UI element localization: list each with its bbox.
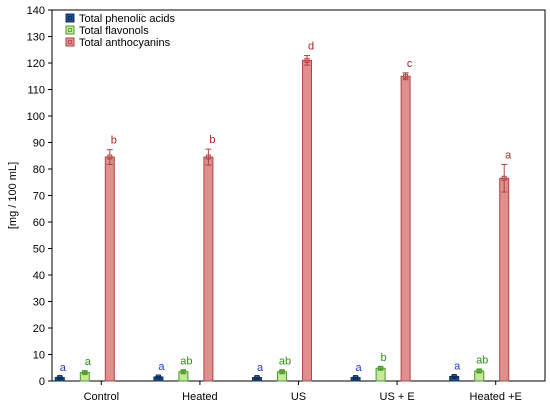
significance-letter: a	[60, 362, 67, 374]
x-tick-label: US + E	[380, 391, 415, 403]
mean-marker	[82, 370, 88, 376]
bar-anthocyanins	[302, 59, 312, 382]
mean-marker	[451, 373, 457, 379]
significance-letter: ab	[476, 355, 488, 367]
legend-swatch	[65, 37, 75, 47]
y-tick-label: 40	[33, 270, 45, 282]
mean-marker	[205, 154, 211, 160]
y-tick-label: 140	[27, 5, 45, 17]
mean-marker	[476, 368, 482, 374]
plot-frame	[51, 9, 546, 382]
significance-letter: a	[257, 362, 264, 374]
mean-marker	[279, 369, 285, 375]
mean-marker	[304, 57, 310, 63]
bar-anthocyanins	[104, 156, 115, 382]
y-tick-label: 110	[27, 85, 45, 97]
mean-marker	[180, 369, 186, 375]
y-tick-label: 60	[33, 217, 45, 229]
legend-label: Total flavonols	[79, 25, 149, 37]
y-tick-label: 30	[33, 297, 45, 309]
significance-letter: a	[85, 356, 92, 368]
significance-letter: b	[209, 134, 215, 146]
significance-letter: c	[407, 58, 413, 70]
y-tick-label: 20	[33, 323, 45, 335]
y-tick-label: 50	[33, 244, 45, 256]
significance-letter: b	[381, 352, 387, 364]
mean-marker	[57, 375, 63, 381]
mean-marker	[403, 73, 409, 79]
significance-letter: b	[111, 135, 117, 147]
bar-anthocyanins	[203, 156, 214, 382]
bar-anthocyanins	[400, 75, 411, 382]
x-tick-label: US	[291, 391, 306, 403]
legend-label: Total phenolic acids	[79, 13, 176, 25]
mean-marker	[501, 175, 507, 181]
y-tick-label: 70	[33, 191, 45, 203]
legend-swatch-marker	[68, 28, 72, 32]
y-tick-label: 10	[33, 350, 45, 362]
legend-swatch-marker	[68, 16, 72, 20]
significance-letter: ab	[180, 355, 192, 367]
mean-marker	[107, 154, 113, 160]
significance-letter: d	[308, 41, 314, 53]
x-tick-label: Control	[84, 391, 119, 403]
y-tick-label: 90	[33, 138, 45, 150]
x-tick-label: Heated	[182, 391, 217, 403]
mean-marker	[378, 365, 384, 371]
legend-swatch	[65, 13, 75, 23]
significance-letter: a	[158, 361, 165, 373]
significance-letter: a	[356, 362, 363, 374]
bar-anthocyanins	[499, 177, 510, 382]
y-axis-label: [mg / 100 mL]	[7, 162, 19, 229]
y-tick-label: 130	[27, 32, 45, 44]
legend-swatch-marker	[68, 40, 72, 44]
y-tick-label: 100	[27, 111, 45, 123]
mean-marker	[254, 375, 260, 381]
significance-letter: ab	[279, 355, 291, 367]
legend-label: Total anthocyanins	[79, 37, 171, 49]
mean-marker	[353, 375, 359, 381]
y-tick-label: 0	[39, 376, 45, 388]
y-tick-label: 120	[27, 58, 45, 70]
significance-letter: a	[454, 361, 461, 373]
significance-letter: a	[505, 149, 512, 161]
x-tick-label: Heated +E	[470, 391, 522, 403]
y-tick-label: 80	[33, 164, 45, 176]
mean-marker	[155, 374, 161, 380]
legend-swatch	[65, 25, 75, 35]
